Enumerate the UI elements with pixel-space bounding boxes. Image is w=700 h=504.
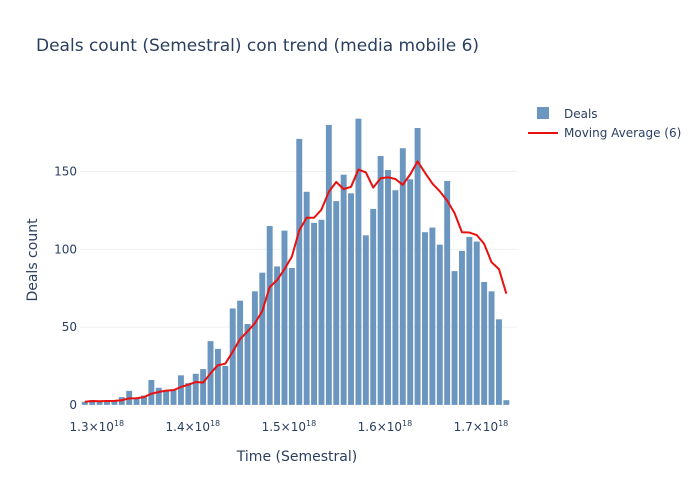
legend[interactable]: Deals Moving Average (6) (528, 107, 681, 140)
x-tick-label: 1.4×1018 (166, 419, 221, 434)
bar[interactable] (362, 235, 369, 405)
moving-average-line-group (84, 160, 508, 403)
bar[interactable] (133, 398, 140, 405)
bar[interactable] (89, 400, 96, 405)
y-axis-ticks: 0 50 100 150 (54, 165, 77, 412)
bar[interactable] (303, 191, 310, 405)
bar[interactable] (288, 268, 295, 405)
bar[interactable] (141, 395, 147, 405)
x-tick-label: 1.7×1018 (454, 419, 509, 434)
bar[interactable] (237, 300, 244, 405)
bar[interactable] (274, 266, 281, 405)
bar[interactable] (495, 319, 502, 405)
x-tick-label: 1.5×1018 (262, 419, 317, 434)
bar[interactable] (104, 400, 110, 405)
bar[interactable] (96, 401, 103, 405)
bar[interactable] (259, 272, 266, 405)
legend-item-deals[interactable]: Deals (537, 107, 598, 121)
legend-deals-label: Deals (564, 107, 598, 121)
bar[interactable] (340, 174, 347, 405)
bar[interactable] (473, 241, 480, 405)
bar[interactable] (200, 369, 207, 405)
legend-deals-swatch (537, 107, 549, 119)
bar[interactable] (214, 348, 221, 405)
bar[interactable] (459, 250, 465, 405)
bar[interactable] (192, 373, 199, 405)
y-axis-label: Deals count (25, 218, 41, 302)
bar[interactable] (266, 226, 273, 405)
bar[interactable] (377, 156, 384, 405)
x-tick-label: 1.6×1018 (358, 419, 413, 434)
x-axis-label: Time (Semestral) (236, 449, 357, 465)
y-tick-label: 50 (62, 320, 77, 334)
bar[interactable] (222, 366, 229, 405)
bar[interactable] (436, 244, 443, 405)
bar[interactable] (355, 118, 362, 405)
bar[interactable] (466, 236, 473, 405)
bars (81, 118, 510, 405)
bar[interactable] (429, 227, 436, 405)
bar[interactable] (503, 400, 510, 405)
bar[interactable] (170, 389, 177, 405)
bar[interactable] (185, 383, 192, 405)
bar[interactable] (422, 232, 428, 405)
legend-item-moving-average[interactable]: Moving Average (6) (528, 126, 681, 140)
bar[interactable] (370, 208, 377, 405)
bar[interactable] (444, 180, 451, 405)
bar[interactable] (81, 401, 88, 405)
bar[interactable] (414, 128, 421, 405)
bar[interactable] (451, 271, 458, 405)
bar[interactable] (325, 124, 332, 405)
bar[interactable] (163, 390, 170, 405)
bar[interactable] (481, 282, 488, 405)
bar[interactable] (296, 138, 303, 405)
x-tick-label: 1.3×1018 (70, 419, 125, 434)
bar[interactable] (318, 219, 325, 405)
bar[interactable] (244, 324, 251, 405)
bar[interactable] (311, 222, 318, 405)
y-tick-label: 100 (54, 242, 77, 256)
bar[interactable] (111, 400, 118, 405)
chart-title: Deals count (Semestral) con trend (media… (36, 36, 479, 56)
y-tick-label: 150 (54, 165, 77, 179)
bar[interactable] (229, 308, 236, 405)
bar[interactable] (155, 387, 162, 405)
bar[interactable] (177, 375, 184, 405)
bar[interactable] (407, 179, 414, 405)
legend-moving-average-label: Moving Average (6) (564, 126, 681, 140)
y-tick-label: 0 (69, 398, 77, 412)
bar[interactable] (251, 291, 258, 405)
bar[interactable] (348, 193, 354, 405)
bar[interactable] (392, 190, 399, 405)
bar[interactable] (399, 148, 406, 405)
moving-average-line[interactable] (84, 160, 508, 403)
bar[interactable] (488, 291, 495, 405)
bar[interactable] (281, 230, 288, 405)
bar[interactable] (385, 170, 391, 405)
bar[interactable] (333, 201, 340, 405)
bar[interactable] (148, 380, 155, 405)
x-axis-ticks: 1.3×1018 1.4×1018 1.5×1018 1.6×1018 1.7×1018 (70, 419, 509, 434)
